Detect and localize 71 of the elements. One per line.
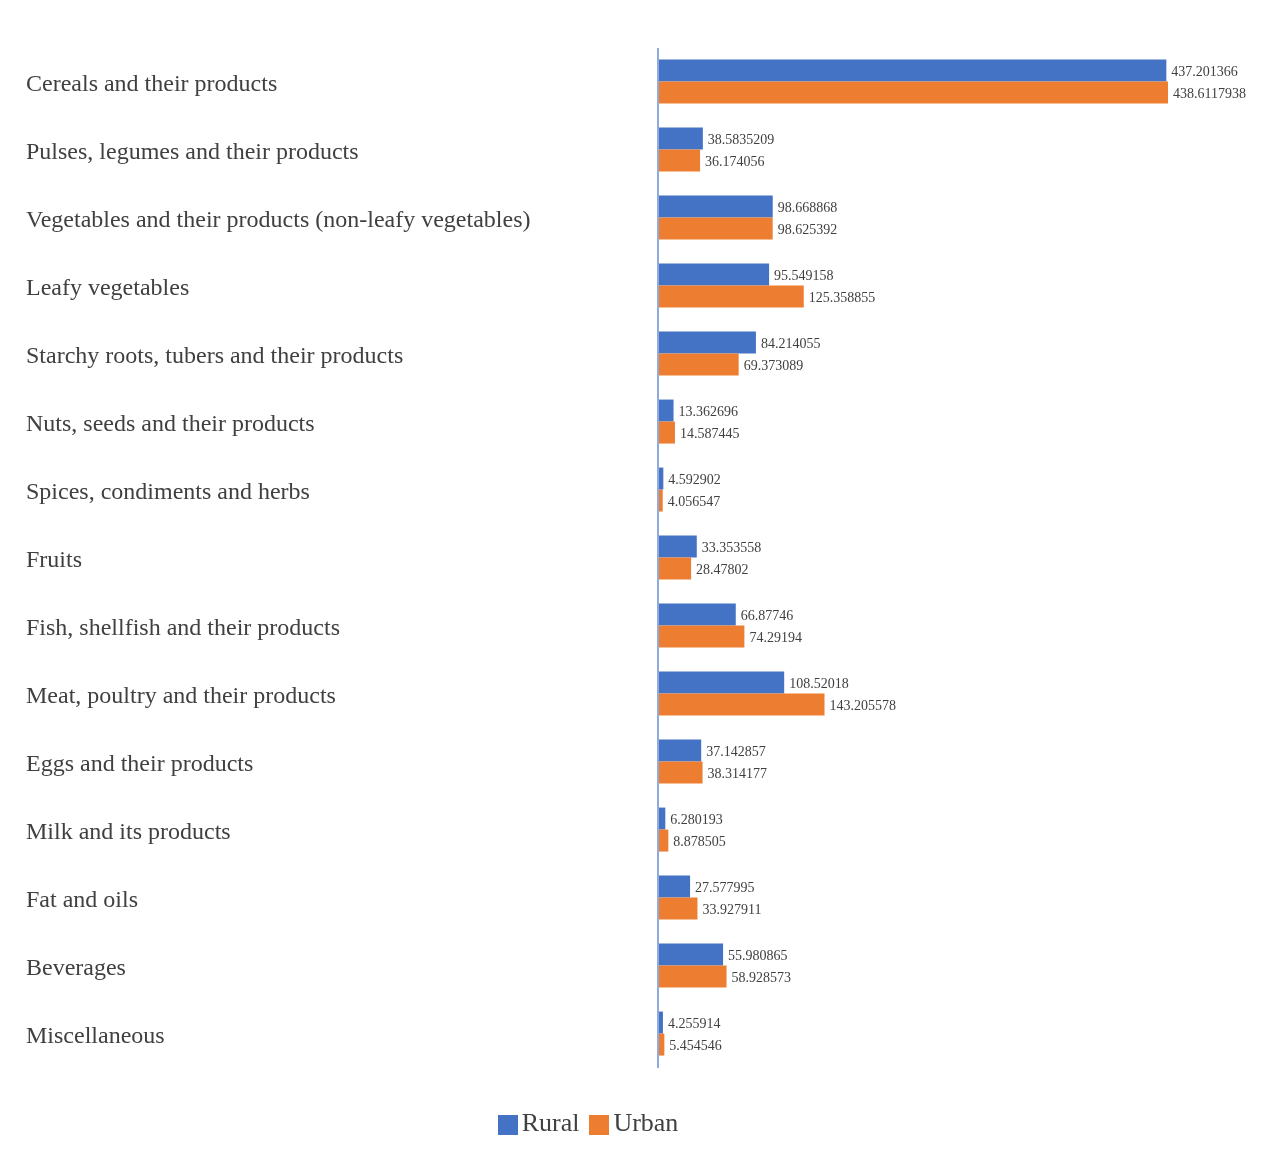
data-label: 5.454546 (669, 1037, 722, 1053)
y-tick-label: Beverages (26, 953, 126, 980)
bar (658, 557, 692, 580)
bar (658, 693, 825, 716)
y-tick-label: Eggs and their products (26, 749, 254, 776)
data-label: 108.52018 (789, 675, 849, 691)
y-tick-label: Meat, poultry and their products (26, 681, 336, 708)
data-label: 28.47802 (696, 561, 749, 577)
data-label: 14.587445 (679, 425, 740, 441)
y-tick-label: Miscellaneous (26, 1021, 165, 1048)
bar (658, 761, 703, 784)
y-tick-label: Nuts, seeds and their products (26, 409, 315, 436)
bar (658, 285, 804, 308)
bar (658, 81, 1168, 104)
data-label: 143.205578 (829, 697, 897, 713)
y-tick-label: Milk and its products (26, 817, 231, 844)
bar (658, 671, 785, 694)
data-label: 6.280193 (670, 811, 723, 827)
y-tick-label: Starchy roots, tubers and their products (26, 341, 404, 368)
data-label: 437.201366 (1171, 63, 1238, 79)
y-tick-label: Vegetables and their products (non-leafy vegetables) (26, 205, 531, 232)
legend-label: Urban (613, 1108, 679, 1137)
data-label: 4.592902 (668, 471, 721, 487)
data-label: 4.255914 (667, 1015, 721, 1031)
bar (658, 943, 724, 966)
y-tick-label: Leafy vegetables (26, 273, 190, 300)
y-tick-label: Fat and oils (26, 885, 138, 912)
data-label: 33.927911 (702, 901, 762, 917)
data-label: 4.056547 (667, 493, 721, 509)
data-label: 58.928573 (731, 969, 792, 985)
bar (658, 195, 773, 218)
y-tick-label: Fish, shellfish and their products (26, 613, 340, 640)
bar (658, 399, 674, 422)
bar (658, 353, 739, 376)
bar (658, 875, 691, 898)
bar (658, 965, 727, 988)
data-label: 95.549158 (774, 267, 834, 283)
y-tick-label: Spices, condiments and herbs (26, 477, 310, 504)
bar (658, 535, 697, 558)
data-label: 8.878505 (673, 833, 726, 849)
bar (658, 127, 703, 150)
data-label: 69.373089 (743, 357, 804, 373)
data-label: 438.6117938 (1173, 85, 1246, 101)
data-label: 66.87746 (740, 607, 794, 623)
bar (658, 421, 675, 444)
bar (658, 739, 702, 762)
y-tick-label: Pulses, legumes and their products (26, 137, 359, 164)
bar (658, 331, 756, 354)
y-tick-label: Cereals and their products (26, 69, 278, 96)
bar (658, 217, 773, 240)
data-label: 98.668868 (777, 199, 838, 215)
data-label: 36.174056 (705, 153, 765, 169)
data-label: 27.577995 (695, 879, 755, 895)
data-label: 55.980865 (728, 947, 788, 963)
data-label: 38.5835209 (707, 131, 775, 147)
data-label: 38.314177 (707, 765, 768, 781)
data-label: 84.214055 (760, 335, 821, 351)
data-label: 37.142857 (706, 743, 766, 759)
bar (658, 263, 770, 286)
data-label: 98.625392 (777, 221, 838, 237)
bar (658, 625, 745, 648)
data-label: 125.358855 (808, 289, 876, 305)
data-label: 13.362696 (678, 403, 739, 419)
legend-label: Rural (521, 1108, 580, 1137)
data-label: 74.29194 (749, 629, 802, 645)
y-tick-label: Fruits (26, 545, 83, 572)
bar (658, 603, 736, 626)
bar (658, 897, 698, 920)
bar (658, 59, 1167, 82)
bar (658, 149, 701, 172)
data-label: 33.353558 (701, 539, 762, 555)
